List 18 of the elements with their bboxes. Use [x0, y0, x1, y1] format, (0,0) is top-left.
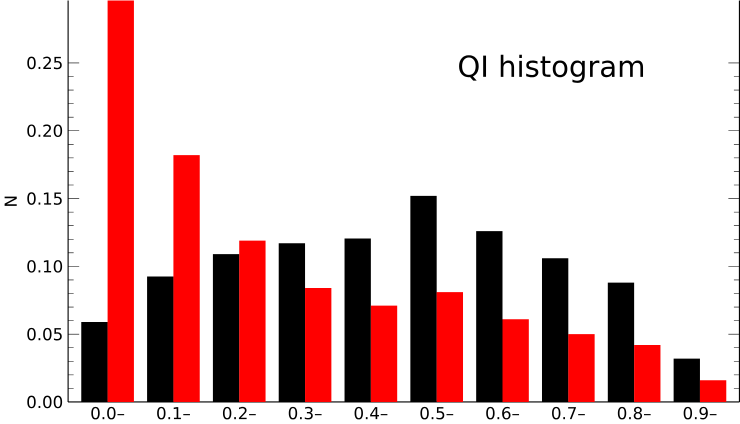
y-tick-label: 0.20 [27, 124, 62, 138]
annotation: QI histogram [459, 54, 644, 83]
x-tick-label: 0.1– [157, 406, 190, 420]
y-tick-label: 0.25 [27, 56, 62, 70]
y-tick-label: 0.15 [27, 192, 62, 205]
x-tick-label: 0.7– [552, 406, 585, 420]
x-tick-label: 0.2– [222, 406, 256, 420]
y-tick-label: 0.00 [27, 396, 62, 408]
x-tick-label: 0.3– [288, 406, 322, 420]
x-tick-label: 0.9– [684, 406, 716, 420]
x-tick-label: 0.0– [91, 406, 124, 420]
y-tick-label: 0.10 [27, 260, 62, 273]
x-tick-label: 0.4– [354, 406, 388, 420]
x-tick-label: 0.5– [420, 406, 454, 420]
y-tick-label: 0.05 [27, 328, 62, 340]
x-tick-label: 0.8– [618, 406, 651, 420]
x-tick-label: 0.6– [486, 406, 520, 420]
y-axis-title: N [4, 196, 17, 206]
